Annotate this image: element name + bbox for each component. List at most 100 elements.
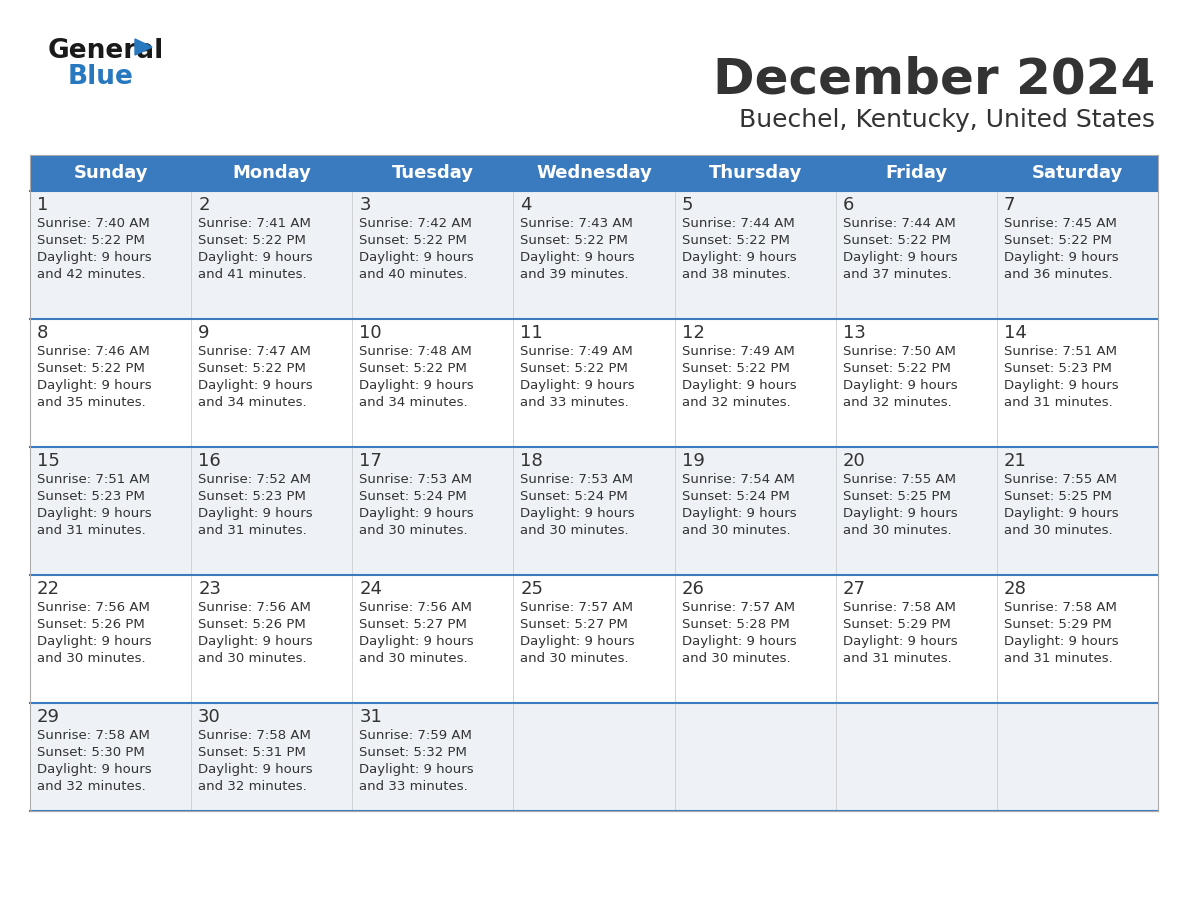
Text: and 32 minutes.: and 32 minutes. — [842, 396, 952, 409]
Text: 21: 21 — [1004, 452, 1026, 470]
Text: Sunrise: 7:47 AM: Sunrise: 7:47 AM — [198, 345, 311, 358]
Text: Sunrise: 7:51 AM: Sunrise: 7:51 AM — [1004, 345, 1117, 358]
Text: 15: 15 — [37, 452, 59, 470]
Text: Daylight: 9 hours: Daylight: 9 hours — [842, 507, 958, 520]
Text: Sunrise: 7:49 AM: Sunrise: 7:49 AM — [682, 345, 795, 358]
Text: Sunrise: 7:46 AM: Sunrise: 7:46 AM — [37, 345, 150, 358]
Text: and 34 minutes.: and 34 minutes. — [359, 396, 468, 409]
Text: Buechel, Kentucky, United States: Buechel, Kentucky, United States — [739, 108, 1155, 132]
Text: Sunrise: 7:55 AM: Sunrise: 7:55 AM — [842, 473, 955, 486]
Text: Daylight: 9 hours: Daylight: 9 hours — [198, 763, 312, 776]
Text: and 31 minutes.: and 31 minutes. — [1004, 396, 1113, 409]
Text: 25: 25 — [520, 580, 543, 598]
Text: 3: 3 — [359, 196, 371, 214]
Text: 31: 31 — [359, 708, 383, 726]
Text: Daylight: 9 hours: Daylight: 9 hours — [682, 251, 796, 264]
Text: Sunset: 5:22 PM: Sunset: 5:22 PM — [682, 234, 790, 247]
Text: Sunset: 5:23 PM: Sunset: 5:23 PM — [37, 490, 145, 503]
Text: December 2024: December 2024 — [713, 55, 1155, 103]
Text: and 39 minutes.: and 39 minutes. — [520, 268, 630, 281]
FancyBboxPatch shape — [30, 447, 1158, 575]
Text: Sunset: 5:26 PM: Sunset: 5:26 PM — [198, 618, 305, 631]
Text: Sunrise: 7:40 AM: Sunrise: 7:40 AM — [37, 217, 150, 230]
Text: 4: 4 — [520, 196, 532, 214]
Text: Daylight: 9 hours: Daylight: 9 hours — [1004, 251, 1118, 264]
Text: General: General — [48, 38, 164, 64]
Text: Sunset: 5:24 PM: Sunset: 5:24 PM — [682, 490, 789, 503]
Text: and 30 minutes.: and 30 minutes. — [1004, 524, 1112, 537]
FancyBboxPatch shape — [30, 703, 1158, 811]
Text: and 31 minutes.: and 31 minutes. — [1004, 652, 1113, 665]
Text: and 30 minutes.: and 30 minutes. — [359, 524, 468, 537]
Text: Sunset: 5:22 PM: Sunset: 5:22 PM — [198, 362, 307, 375]
Text: Sunset: 5:22 PM: Sunset: 5:22 PM — [37, 362, 145, 375]
Text: Sunrise: 7:54 AM: Sunrise: 7:54 AM — [682, 473, 795, 486]
Text: Sunset: 5:22 PM: Sunset: 5:22 PM — [1004, 234, 1112, 247]
Text: and 32 minutes.: and 32 minutes. — [198, 780, 307, 793]
Text: 14: 14 — [1004, 324, 1026, 342]
Text: 13: 13 — [842, 324, 866, 342]
Text: 2: 2 — [198, 196, 209, 214]
Text: Sunrise: 7:58 AM: Sunrise: 7:58 AM — [198, 729, 311, 742]
Text: Daylight: 9 hours: Daylight: 9 hours — [359, 635, 474, 648]
Text: and 34 minutes.: and 34 minutes. — [198, 396, 307, 409]
Text: 12: 12 — [682, 324, 704, 342]
Text: 7: 7 — [1004, 196, 1016, 214]
Text: Sunrise: 7:59 AM: Sunrise: 7:59 AM — [359, 729, 472, 742]
Text: Friday: Friday — [885, 164, 947, 182]
Text: 22: 22 — [37, 580, 61, 598]
Text: Sunset: 5:22 PM: Sunset: 5:22 PM — [359, 362, 467, 375]
Text: Sunrise: 7:42 AM: Sunrise: 7:42 AM — [359, 217, 472, 230]
Text: Sunrise: 7:44 AM: Sunrise: 7:44 AM — [842, 217, 955, 230]
Text: Daylight: 9 hours: Daylight: 9 hours — [842, 635, 958, 648]
Text: Sunset: 5:22 PM: Sunset: 5:22 PM — [359, 234, 467, 247]
Text: Sunday: Sunday — [74, 164, 147, 182]
Text: Daylight: 9 hours: Daylight: 9 hours — [359, 379, 474, 392]
Text: Daylight: 9 hours: Daylight: 9 hours — [198, 507, 312, 520]
Text: Sunrise: 7:53 AM: Sunrise: 7:53 AM — [520, 473, 633, 486]
Text: Sunset: 5:22 PM: Sunset: 5:22 PM — [842, 362, 950, 375]
Text: Sunset: 5:26 PM: Sunset: 5:26 PM — [37, 618, 145, 631]
Text: and 32 minutes.: and 32 minutes. — [37, 780, 146, 793]
Text: Daylight: 9 hours: Daylight: 9 hours — [520, 251, 636, 264]
Text: Sunrise: 7:44 AM: Sunrise: 7:44 AM — [682, 217, 795, 230]
Text: Sunset: 5:29 PM: Sunset: 5:29 PM — [1004, 618, 1112, 631]
Text: 19: 19 — [682, 452, 704, 470]
Text: 26: 26 — [682, 580, 704, 598]
Text: Sunset: 5:28 PM: Sunset: 5:28 PM — [682, 618, 789, 631]
Text: 28: 28 — [1004, 580, 1026, 598]
Text: Sunset: 5:24 PM: Sunset: 5:24 PM — [520, 490, 628, 503]
Text: Sunrise: 7:57 AM: Sunrise: 7:57 AM — [682, 601, 795, 614]
Text: Daylight: 9 hours: Daylight: 9 hours — [520, 507, 636, 520]
Text: Sunrise: 7:58 AM: Sunrise: 7:58 AM — [37, 729, 150, 742]
Text: Daylight: 9 hours: Daylight: 9 hours — [1004, 379, 1118, 392]
Text: Daylight: 9 hours: Daylight: 9 hours — [37, 251, 152, 264]
Text: 24: 24 — [359, 580, 383, 598]
Text: Daylight: 9 hours: Daylight: 9 hours — [198, 379, 312, 392]
Text: Thursday: Thursday — [708, 164, 802, 182]
Text: Sunset: 5:24 PM: Sunset: 5:24 PM — [359, 490, 467, 503]
Text: and 30 minutes.: and 30 minutes. — [198, 652, 307, 665]
Text: Daylight: 9 hours: Daylight: 9 hours — [520, 379, 636, 392]
Text: 5: 5 — [682, 196, 693, 214]
Text: Sunrise: 7:43 AM: Sunrise: 7:43 AM — [520, 217, 633, 230]
Text: Daylight: 9 hours: Daylight: 9 hours — [198, 251, 312, 264]
Text: and 42 minutes.: and 42 minutes. — [37, 268, 146, 281]
Text: 8: 8 — [37, 324, 49, 342]
Text: Sunrise: 7:51 AM: Sunrise: 7:51 AM — [37, 473, 150, 486]
Text: and 30 minutes.: and 30 minutes. — [520, 524, 630, 537]
Text: 1: 1 — [37, 196, 49, 214]
Text: Sunset: 5:29 PM: Sunset: 5:29 PM — [842, 618, 950, 631]
FancyBboxPatch shape — [30, 155, 1158, 191]
Text: and 30 minutes.: and 30 minutes. — [37, 652, 146, 665]
Text: and 32 minutes.: and 32 minutes. — [682, 396, 790, 409]
Text: Sunrise: 7:48 AM: Sunrise: 7:48 AM — [359, 345, 472, 358]
Text: and 40 minutes.: and 40 minutes. — [359, 268, 468, 281]
Text: Sunrise: 7:53 AM: Sunrise: 7:53 AM — [359, 473, 473, 486]
Text: Sunset: 5:32 PM: Sunset: 5:32 PM — [359, 746, 467, 759]
Text: and 30 minutes.: and 30 minutes. — [520, 652, 630, 665]
Text: and 41 minutes.: and 41 minutes. — [198, 268, 307, 281]
Text: Daylight: 9 hours: Daylight: 9 hours — [682, 379, 796, 392]
Text: Sunrise: 7:56 AM: Sunrise: 7:56 AM — [37, 601, 150, 614]
Text: Daylight: 9 hours: Daylight: 9 hours — [1004, 635, 1118, 648]
